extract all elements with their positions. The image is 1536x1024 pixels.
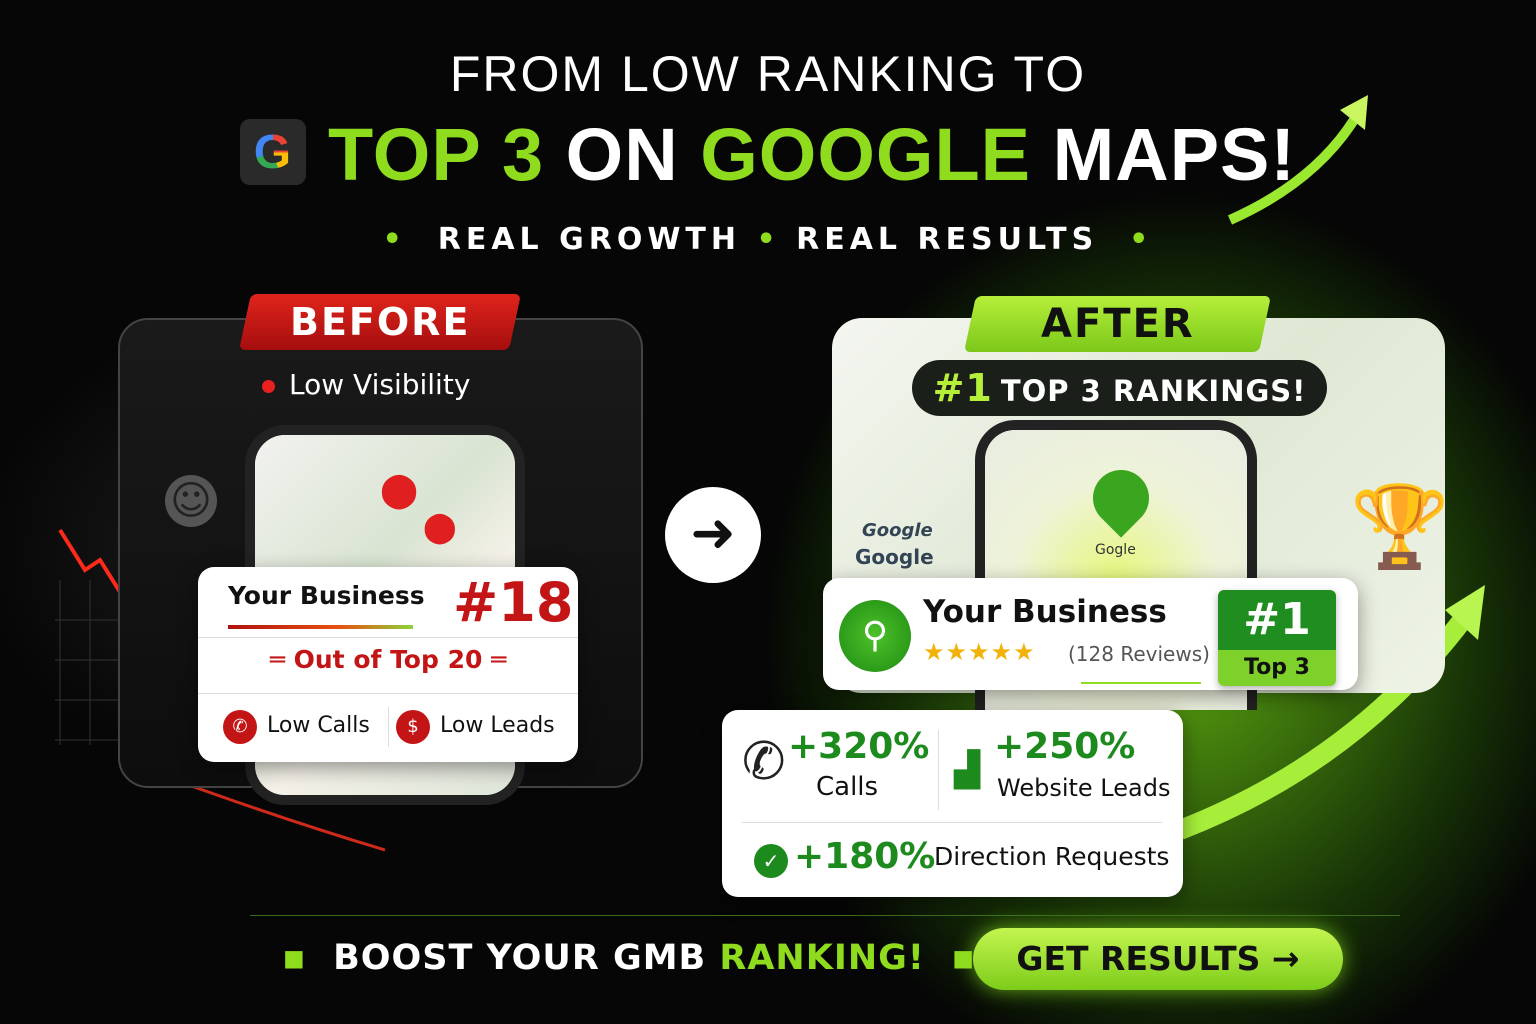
map-label: Google	[855, 545, 934, 569]
before-business-card: Your Business #18 ═ Out of Top 20 ═ ✆ Low…	[198, 567, 578, 762]
stat-directions-value: +180%	[794, 836, 936, 877]
top3-rankings-pill: #1 TOP 3 RANKINGS!	[912, 360, 1327, 416]
visibility-status: Low Visibility	[262, 368, 470, 401]
direction-check-icon: ✓	[754, 844, 788, 878]
map-label: Gogle	[1095, 542, 1136, 558]
arrow-right-icon: →	[1271, 939, 1300, 978]
location-pin-icon: ⚲	[839, 600, 911, 672]
subtitle: • REAL GROWTH • REAL RESULTS •	[382, 222, 1154, 257]
trophy-icon: 🏆	[1350, 480, 1450, 573]
headline-line2: G TOP 3 ON GOOGLE MAPS!	[0, 112, 1536, 197]
cta-text: ▪ BOOST YOUR GMB RANKING! ▪	[282, 938, 976, 978]
rank-number: #18	[453, 571, 574, 634]
red-dot-icon	[262, 379, 275, 393]
headline-maps: MAPS!	[1052, 113, 1297, 196]
review-count: (128 Reviews)	[1068, 642, 1210, 666]
leads-down-icon: $	[396, 710, 430, 744]
stat-leads-label: Website Leads	[997, 774, 1171, 802]
get-results-button[interactable]: GET RESULTS →	[973, 928, 1343, 990]
map-pin-icon: ⬤	[423, 510, 457, 545]
rank-note: ═ Out of Top 20 ═	[269, 645, 507, 674]
stat-calls-value: +320%	[788, 726, 930, 767]
rank-badge: #1 Top 3	[1218, 590, 1336, 686]
sad-face-icon: ☺	[165, 475, 217, 527]
bar-chart-icon: ▟	[954, 750, 981, 790]
headline-top3: TOP 3	[327, 113, 545, 196]
after-badge: AFTER	[964, 296, 1271, 352]
business-name: Your Business	[228, 581, 425, 610]
after-business-card: ⚲ Your Business ★★★★★ (128 Reviews) #1 T…	[823, 578, 1358, 690]
map-label: Google	[862, 520, 933, 541]
star-rating: ★★★★★	[923, 638, 1036, 666]
arrow-right-icon: ➜	[665, 487, 761, 583]
headline-google: GOOGLE	[700, 113, 1032, 196]
business-name: Your Business	[923, 594, 1167, 630]
subtitle-left: REAL GROWTH	[437, 222, 741, 257]
map-pin-icon	[1081, 458, 1161, 538]
rank-bar	[228, 625, 413, 629]
map-pin-icon: ⬤	[380, 470, 419, 510]
phone-icon: ✆	[742, 732, 786, 792]
google-logo-icon: G	[239, 119, 306, 186]
issue-low-calls: ✆ Low Calls	[223, 710, 370, 744]
stat-leads-value: +250%	[994, 726, 1136, 767]
subtitle-right: REAL RESULTS	[796, 222, 1099, 257]
stats-card: ✆ +320% Calls ▟ +250% Website Leads ✓ +1…	[722, 710, 1183, 897]
headline-on: ON	[565, 113, 679, 196]
stat-directions-label: Direction Requests	[934, 842, 1170, 871]
issue-low-leads: $ Low Leads	[396, 710, 555, 744]
calls-down-icon: ✆	[223, 710, 257, 744]
before-badge: BEFORE	[239, 294, 521, 350]
stat-calls-label: Calls	[816, 772, 879, 802]
headline-line1: FROM LOW RANKING TO	[449, 46, 1087, 102]
